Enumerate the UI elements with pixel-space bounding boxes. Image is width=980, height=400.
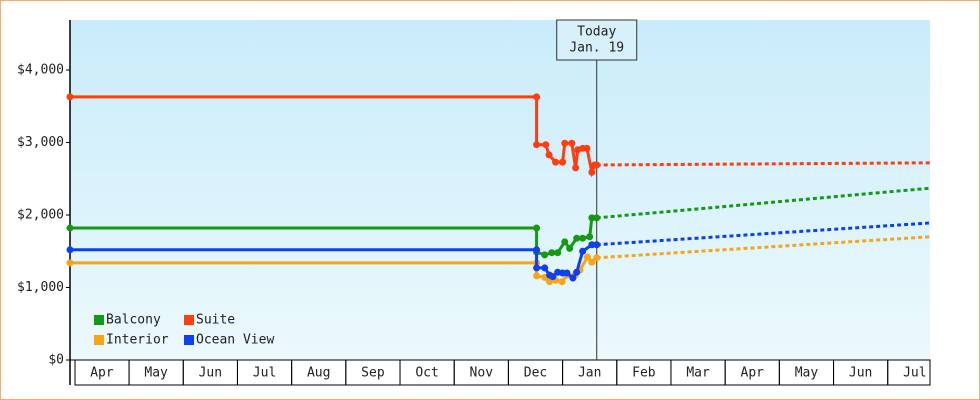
legend-label: Ocean View [196,333,274,348]
x-tick-label: Jan [578,366,601,381]
y-tick-label: $3,000 [17,135,64,150]
x-tick-label: Apr [90,366,114,381]
y-tick-label: $0 [48,353,64,368]
price-point [533,264,541,272]
price-point [588,214,596,222]
price-point [541,251,549,259]
price-point [588,258,596,266]
y-tick-label: $4,000 [17,63,64,78]
legend-label: Balcony [106,313,161,328]
price-point [588,168,596,176]
price-point [561,139,569,147]
x-tick-label: Jul [903,366,926,381]
price-point [593,161,601,169]
price-point [573,268,581,276]
price-point [579,234,587,242]
x-tick-label: Apr [741,366,765,381]
x-tick-label: Oct [415,366,438,381]
price-point [559,158,567,166]
price-point [545,151,553,159]
price-point [66,246,74,254]
price-point [541,264,549,272]
price-point [66,224,74,232]
price-point [561,238,569,246]
price-point [584,253,592,261]
x-tick-label: Jun [849,366,872,381]
price-point [593,214,601,222]
y-tick-label: $2,000 [17,208,64,223]
x-tick-label: Jun [199,366,222,381]
price-point [533,246,541,254]
price-point [66,93,74,101]
plot-area [70,20,930,360]
x-tick-label: Feb [632,366,656,381]
x-tick-label: Aug [307,366,330,381]
price-point [569,274,577,282]
legend-swatch [94,335,104,345]
price-point [583,144,591,152]
price-line [70,95,597,178]
price-point [593,241,601,249]
price-point [588,241,596,249]
price-point [573,234,581,242]
price-point [568,139,576,147]
price-point [572,164,580,172]
x-tick-label: May [795,366,819,381]
x-tick-label: Dec [524,366,547,381]
x-tick-label: Sep [361,366,385,381]
price-point [586,233,594,241]
price-point [542,141,550,149]
legend-swatch [184,315,194,325]
price-point [533,93,541,101]
x-tick-label: May [144,366,168,381]
x-tick-label: Jul [253,366,276,381]
legend-swatch [184,335,194,345]
x-tick-label: Nov [470,366,494,381]
price-point [66,259,74,267]
price-point [579,247,587,255]
today-box [556,19,638,61]
today-label: Today [577,25,616,40]
x-tick-label: Mar [686,366,710,381]
price-point [554,249,562,257]
price-point [566,244,574,252]
price-point [533,224,541,232]
legend-label: Suite [196,313,235,328]
today-label: Jan. 19 [569,41,624,56]
price-point [593,254,601,262]
price-point [558,278,566,286]
legend-swatch [94,315,104,325]
y-tick-label: $1,000 [17,280,64,295]
price-point [552,158,560,166]
price-point [549,273,557,281]
legend-label: Interior [106,333,169,348]
price-point [546,278,554,286]
price-point [563,269,571,277]
price-point [533,272,541,280]
price-point [533,141,541,149]
price-point [548,249,556,257]
